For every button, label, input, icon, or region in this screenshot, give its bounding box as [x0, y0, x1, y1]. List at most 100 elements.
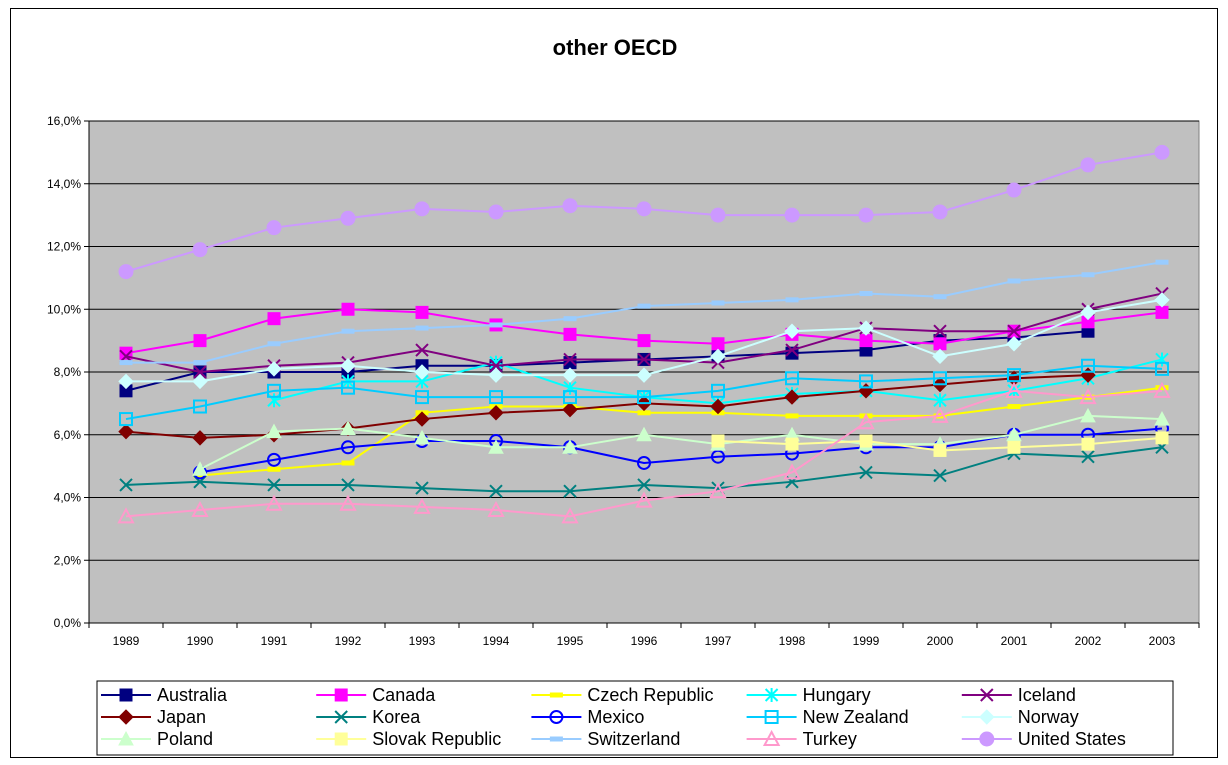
data-point — [562, 367, 578, 383]
legend-marker — [764, 710, 779, 724]
data-point — [489, 322, 503, 328]
data-point — [488, 405, 504, 421]
legend-marker — [762, 729, 781, 746]
data-point — [563, 390, 577, 405]
data-point — [562, 198, 578, 214]
data-point — [1080, 407, 1096, 423]
legend-item-czech-republic: Czech Republic — [531, 685, 713, 705]
data-point — [341, 460, 355, 466]
data-point — [414, 364, 430, 380]
y-tick-label: 0,0% — [54, 616, 82, 630]
data-point — [1007, 324, 1021, 338]
x-tick-label: 1995 — [557, 634, 584, 648]
legend-label: Hungary — [803, 685, 871, 705]
series-line — [199, 386, 1163, 477]
legend-item-turkey: Turkey — [746, 729, 857, 749]
data-point — [266, 220, 282, 236]
legend-marker — [980, 688, 994, 702]
data-point — [1079, 387, 1097, 405]
data-point — [266, 423, 282, 439]
data-point — [932, 204, 948, 220]
data-point — [415, 325, 429, 331]
x-tick-label: 1997 — [705, 634, 732, 648]
data-point — [1154, 411, 1170, 426]
legend-label: Australia — [157, 685, 228, 705]
data-point — [859, 374, 873, 389]
x-tick-label: 1994 — [483, 634, 510, 648]
data-point — [1081, 272, 1095, 278]
data-point — [785, 413, 799, 419]
y-tick-label: 2,0% — [54, 553, 82, 567]
series-united-states — [118, 144, 1170, 280]
legend-marker — [979, 731, 995, 747]
data-point — [1154, 144, 1170, 160]
legend-item-switzerland: Switzerland — [531, 729, 680, 749]
data-point — [783, 463, 801, 480]
data-point — [1155, 361, 1169, 376]
legend-label: Canada — [372, 685, 436, 705]
data-point — [193, 399, 207, 414]
y-tick-label: 4,0% — [54, 491, 82, 505]
legend: Australia Canada Czech Republic Hungary Icel… — [96, 680, 1174, 756]
legend-item-australia: Australia — [101, 685, 228, 705]
data-point — [414, 429, 430, 445]
data-point — [1006, 182, 1022, 198]
data-point — [118, 264, 134, 280]
data-point — [1080, 304, 1096, 321]
data-point — [1081, 437, 1095, 451]
legend-marker — [334, 732, 348, 746]
data-point — [413, 497, 431, 514]
legend-marker — [549, 736, 563, 742]
data-point — [1155, 385, 1169, 391]
data-point — [192, 430, 208, 446]
series-poland — [192, 407, 1170, 476]
data-point — [635, 491, 653, 508]
data-point — [784, 389, 800, 405]
legend-label: Mexico — [587, 707, 644, 727]
data-point — [192, 461, 208, 476]
legend-label: Poland — [157, 729, 213, 749]
x-tick-label: 1996 — [631, 634, 658, 648]
data-point — [193, 334, 207, 348]
y-tick-label: 12,0% — [47, 240, 81, 254]
data-point — [711, 449, 725, 464]
data-point — [785, 437, 799, 451]
data-point — [340, 420, 356, 435]
x-tick-label: 2001 — [1001, 634, 1028, 648]
legend-label: Czech Republic — [587, 685, 713, 705]
series-switzerland — [119, 259, 1169, 366]
data-point — [488, 367, 504, 383]
data-point — [636, 367, 652, 383]
y-tick-label: 16,0% — [47, 114, 81, 128]
series-line — [125, 374, 1089, 439]
data-point — [637, 455, 651, 470]
legend-marker — [119, 688, 133, 702]
data-point — [636, 426, 652, 442]
series-turkey — [117, 381, 1171, 524]
data-point — [119, 478, 133, 492]
data-point — [267, 383, 281, 398]
y-tick-label: 6,0% — [54, 428, 82, 442]
data-point — [117, 507, 135, 524]
data-point — [1080, 157, 1096, 173]
data-point — [1007, 278, 1021, 284]
y-tick-label: 14,0% — [47, 177, 81, 191]
data-point — [711, 300, 725, 306]
legend-label: Korea — [372, 707, 421, 727]
data-point — [784, 207, 800, 223]
data-point — [562, 401, 578, 418]
data-point — [711, 337, 725, 351]
data-point — [192, 242, 208, 258]
legend-item-hungary: Hungary — [746, 685, 871, 705]
data-point — [785, 371, 799, 386]
legend-label: Japan — [157, 707, 206, 727]
legend-marker — [334, 710, 348, 724]
data-point — [563, 316, 577, 322]
data-point — [785, 343, 799, 357]
legend-label: New Zealand — [803, 707, 909, 727]
data-point — [415, 305, 429, 319]
data-point — [858, 320, 874, 336]
data-point — [562, 439, 578, 454]
data-point — [857, 413, 875, 430]
data-point — [487, 500, 505, 518]
